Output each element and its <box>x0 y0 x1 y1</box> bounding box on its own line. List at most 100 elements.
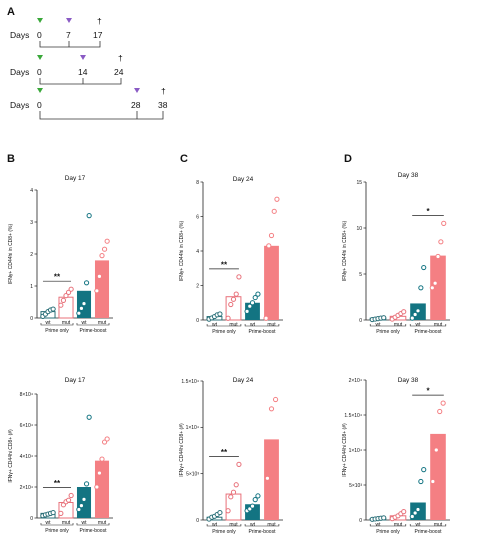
significance-label: ** <box>54 273 61 282</box>
data-point <box>415 308 421 314</box>
y-tick-label: 0 <box>359 318 362 324</box>
y-tick-label: 3 <box>30 220 33 226</box>
data-point <box>60 297 67 303</box>
data-point <box>81 496 87 502</box>
data-point <box>249 503 256 509</box>
data-point <box>438 239 444 245</box>
data-point <box>225 315 231 321</box>
data-point <box>83 481 90 487</box>
y-axis-label: IFNγ+ CD44hi CD8+ (#) <box>342 423 348 477</box>
day-end: 17 <box>93 30 103 40</box>
significance-label: ** <box>221 448 228 457</box>
data-point <box>247 303 253 309</box>
data-point <box>409 513 415 520</box>
group-label-boost: Prime-boost <box>415 529 443 535</box>
data-point <box>78 305 85 311</box>
data-point <box>96 470 103 476</box>
x-category-label: wt <box>46 320 52 326</box>
data-point <box>65 289 72 295</box>
data-point <box>271 208 277 214</box>
x-category-label: wt <box>82 520 88 526</box>
data-point <box>236 461 242 467</box>
data-point <box>217 311 223 317</box>
group-label-boost: Prime-boost <box>249 529 277 535</box>
x-category-label: wt <box>212 522 218 528</box>
y-tick-label: 2×10⁴ <box>20 485 33 491</box>
data-point <box>228 494 234 500</box>
y-tick-label: 0 <box>30 516 33 522</box>
data-point <box>99 456 105 462</box>
x-category-label: mut <box>434 322 443 328</box>
y-tick-label: 5 <box>359 272 362 278</box>
group-bracket <box>244 324 280 327</box>
y-axis-label: IFNγ+ CD44hi in CD8+ (%) <box>179 221 185 282</box>
chart-title: Day 38 <box>398 377 419 384</box>
chart-6: Day 38 IFNγ+ CD44hi CD8+ (#) 0 5×10³ 1×10⁴ 1.… <box>342 377 450 535</box>
data-point <box>418 478 424 485</box>
group-bracket <box>76 523 110 526</box>
x-category-label: wt <box>250 522 256 528</box>
data-point <box>76 506 82 513</box>
days-label: Days <box>10 100 29 110</box>
x-category-label: mut <box>229 322 238 328</box>
bar <box>225 493 242 521</box>
chart-2: Day 24 IFNγ+ CD44hi in CD8+ (%) 0 2 4 6 8 wt mut… <box>179 176 283 335</box>
x-category-label: mut <box>98 520 107 526</box>
day-boost: 7 <box>66 30 71 40</box>
group-label-prime: Prime only <box>45 328 69 334</box>
data-point <box>440 400 446 406</box>
timeline-bracket <box>39 78 122 85</box>
dagger-icon: † <box>118 53 123 63</box>
day-start: 0 <box>37 100 42 110</box>
boost-marker-icon <box>134 88 140 93</box>
chart-title: Day 24 <box>233 377 254 384</box>
data-point <box>272 396 279 403</box>
x-category-label: mut <box>267 522 276 528</box>
y-axis-label: IFNγ+ CD44hi in CD8+ (%) <box>342 221 348 282</box>
group-bracket <box>206 524 242 527</box>
data-point <box>381 315 387 321</box>
x-category-label: wt <box>250 322 256 328</box>
data-point <box>83 280 90 286</box>
boost-marker-icon <box>66 18 72 23</box>
y-tick-label: 8×10⁴ <box>20 392 33 398</box>
group-bracket <box>409 524 447 527</box>
data-point <box>78 503 85 509</box>
chart-title: Day 17 <box>65 377 86 384</box>
y-tick-label: 2×10⁴ <box>349 378 362 384</box>
group-label-prime: Prime only <box>376 529 400 535</box>
data-point <box>104 238 110 244</box>
chart-title: Day 17 <box>65 175 86 182</box>
data-point <box>101 246 108 252</box>
chart-4: Day 17 IFNγ+ CD44hi CD8+ (#) 0 2×10⁴ 4×10⁴ 6×… <box>8 377 113 534</box>
y-tick-label: 1 <box>30 284 33 290</box>
data-point <box>86 213 92 219</box>
group-bracket <box>76 323 110 326</box>
data-point <box>401 509 407 515</box>
data-point <box>50 509 56 516</box>
data-point <box>255 291 261 297</box>
data-point <box>63 293 69 299</box>
data-point <box>104 436 110 442</box>
data-point <box>65 497 72 503</box>
significance-label: * <box>426 387 430 396</box>
y-axis-label: IFNγ+ CD44hi CD8+ (#) <box>179 423 185 477</box>
data-point <box>68 492 74 499</box>
data-point <box>268 232 275 239</box>
y-tick-label: 1×10⁴ <box>186 425 199 431</box>
x-category-label: wt <box>376 322 382 328</box>
y-tick-label: 5×10³ <box>349 483 362 489</box>
group-label-prime: Prime only <box>45 528 69 534</box>
bar <box>430 255 446 320</box>
panel-letter-c: C <box>180 153 188 165</box>
group-bracket <box>206 324 242 327</box>
x-category-label: wt <box>212 322 218 328</box>
dagger-icon: † <box>161 86 166 96</box>
y-tick-label: 10 <box>356 226 362 232</box>
y-tick-label: 6×10⁴ <box>20 423 33 429</box>
data-point <box>409 315 415 321</box>
bar <box>430 433 446 520</box>
x-category-label: mut <box>62 520 71 526</box>
data-point <box>264 475 271 481</box>
